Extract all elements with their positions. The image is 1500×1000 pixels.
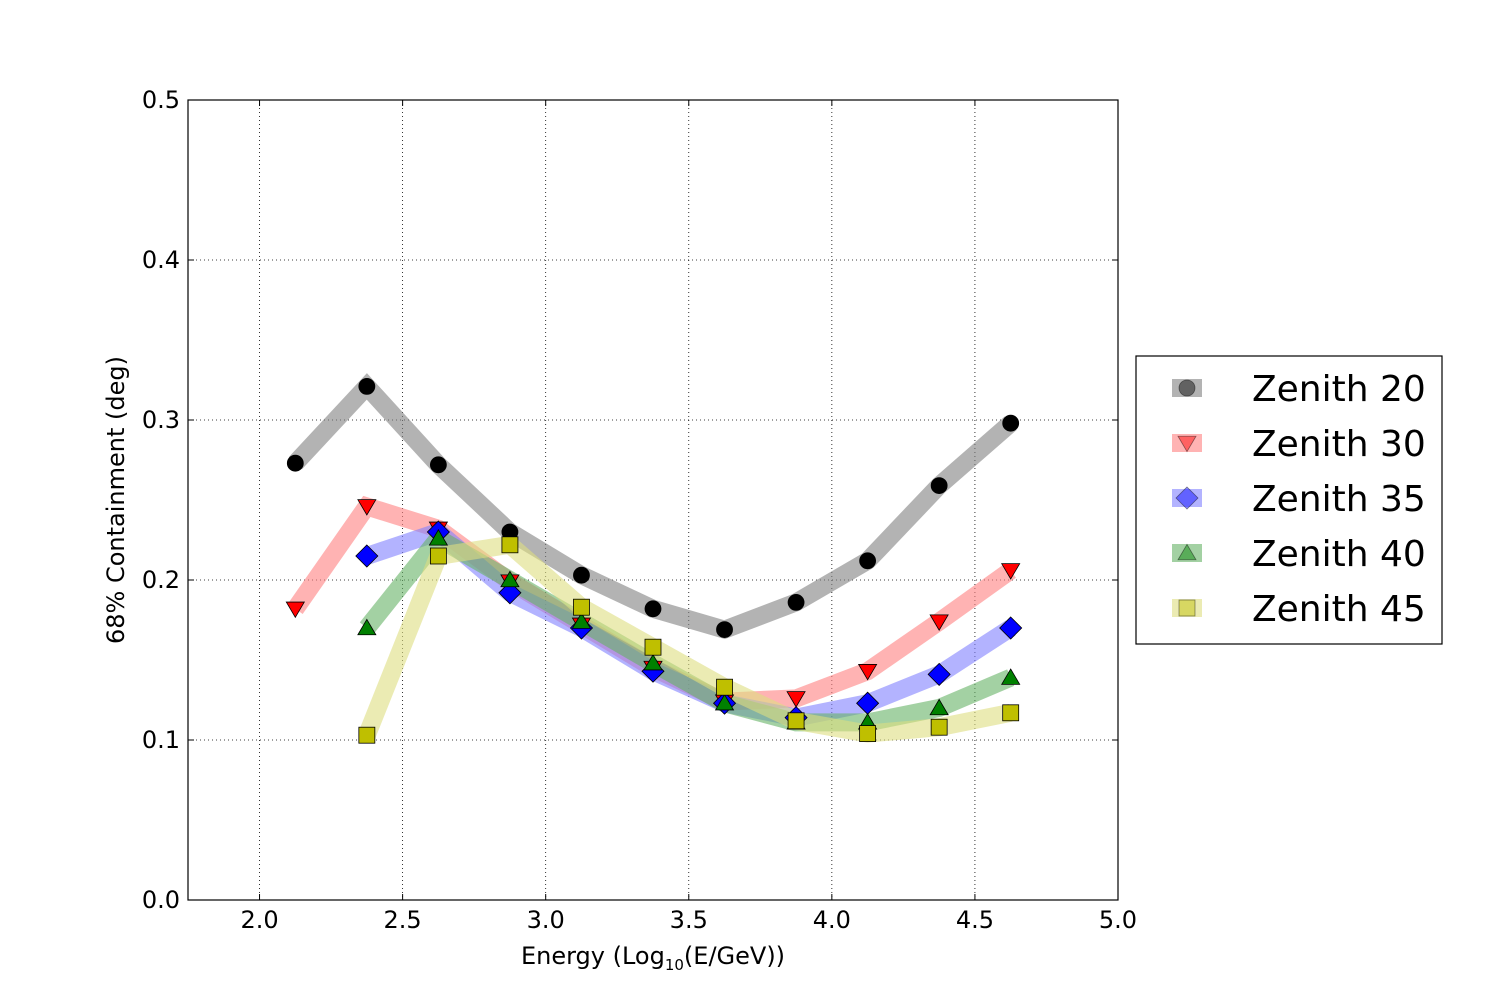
data-point-zenith-20 (429, 456, 447, 474)
data-point-zenith-20 (358, 377, 376, 395)
data-point-zenith-45 (501, 536, 519, 554)
data-point-zenith-45 (859, 725, 877, 742)
grid-lines (188, 100, 1118, 900)
legend-marker (1175, 486, 1199, 510)
legend-entry: Zenith 35 (1172, 479, 1426, 520)
x-tick-label: 2.0 (240, 906, 278, 934)
axis-ticks: 2.0 2.5 3.0 3.5 4.0 4.5 5.0 0.0 0.1 0.2 0.3 0.4 0.5 (142, 86, 1137, 934)
data-point-zenith-40 (571, 612, 592, 629)
data-point-zenith-30 (357, 499, 377, 516)
data-point-zenith-35 (999, 616, 1023, 640)
y-tick-label: 0.2 (142, 566, 180, 594)
legend: Zenith 20 Zenith 30 Zenith 35 Zenith 40 Zeni… (1135, 355, 1443, 645)
data-point-zenith-20 (716, 621, 733, 638)
x-axis-label: Energy (Log10(E/GeV)) (521, 942, 785, 974)
data-point-zenith-40 (643, 653, 663, 671)
data-point-zenith-20 (859, 552, 877, 570)
data-point-zenith-30 (1000, 563, 1021, 580)
data-point-zenith-20 (573, 566, 590, 584)
x-tick-label: 3.5 (670, 906, 708, 934)
data-point-zenith-40 (500, 570, 520, 588)
x-tick-label: 2.5 (384, 906, 422, 934)
x-tick-label: 5.0 (1099, 906, 1137, 934)
legend-entry: Zenith 30 (1172, 424, 1426, 465)
y-tick-label: 0.4 (142, 246, 180, 274)
data-point-zenith-30 (857, 664, 878, 681)
y-tick-label: 0.5 (142, 86, 180, 114)
x-tick-label: 4.5 (956, 906, 994, 934)
data-point-zenith-20 (1002, 414, 1020, 432)
data-point-zenith-20 (286, 454, 304, 472)
data-point-zenith-45 (1002, 704, 1020, 722)
data-point-zenith-45 (358, 726, 376, 744)
series-band-zenith-45 (358, 535, 1013, 743)
y-tick-label: 0.1 (142, 726, 180, 754)
legend-label: Zenith 35 (1252, 479, 1426, 520)
data-point-zenith-35 (927, 662, 951, 686)
x-tick-label: 4.0 (813, 906, 851, 934)
data-point-zenith-40 (714, 693, 735, 711)
data-point-zenith-45 (644, 638, 662, 656)
y-tick-label: 0.3 (142, 406, 180, 434)
data-point-zenith-35 (355, 544, 379, 568)
y-axis-label: 68% Containment (deg) (102, 356, 130, 644)
data-point-zenith-20 (644, 600, 662, 618)
data-point-zenith-45 (716, 678, 733, 696)
legend-entry: Zenith 20 (1172, 369, 1426, 410)
data-point-zenith-40 (929, 698, 949, 716)
legend-label: Zenith 45 (1252, 589, 1426, 630)
legend-label: Zenith 40 (1252, 534, 1426, 575)
legend-marker (1178, 599, 1196, 617)
data-point-zenith-45 (429, 547, 447, 565)
legend-entry: Zenith 45 (1172, 589, 1426, 630)
data-point-zenith-30 (285, 601, 306, 619)
data-point-zenith-35 (498, 581, 522, 605)
legend-marker (1177, 543, 1197, 561)
data-point-zenith-20 (930, 477, 948, 495)
data-point-zenith-45 (787, 712, 805, 730)
x-tick-label: 3.0 (527, 906, 565, 934)
legend-marker (1178, 379, 1196, 397)
series-markers (285, 377, 1023, 744)
y-tick-label: 0.0 (142, 886, 180, 914)
legend-label: Zenith 20 (1252, 369, 1426, 410)
data-point-zenith-45 (930, 718, 948, 736)
data-point-zenith-40 (357, 618, 377, 636)
legend-label: Zenith 30 (1252, 424, 1426, 465)
plot-frame (187, 99, 1119, 901)
legend-entry: Zenith 40 (1172, 534, 1426, 575)
data-point-zenith-40 (1000, 668, 1021, 685)
data-point-zenith-40 (428, 529, 449, 546)
data-point-zenith-30 (929, 614, 949, 631)
data-point-zenith-20 (787, 594, 805, 611)
legend-marker (1177, 435, 1197, 453)
data-point-zenith-45 (573, 598, 590, 616)
data-point-zenith-30 (786, 691, 806, 708)
